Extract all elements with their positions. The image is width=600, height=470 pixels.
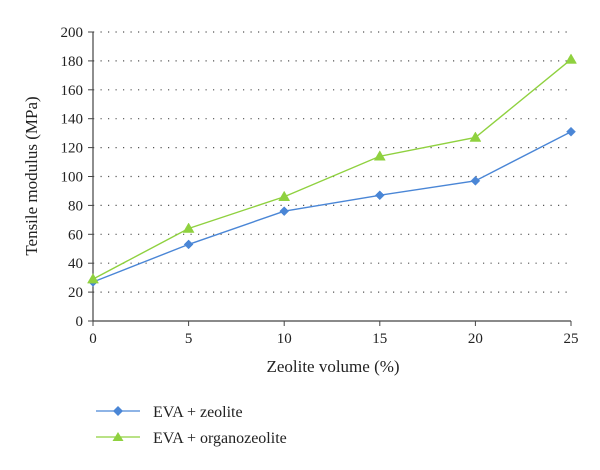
legend-entry-1: EVA + zeolite	[96, 404, 243, 421]
series-2-point	[469, 131, 482, 142]
series-2-point	[278, 190, 291, 201]
y-tick-label: 40	[68, 256, 83, 272]
legend-label-2: EVA + organozeolite	[153, 430, 287, 447]
series-line-1	[92, 131, 572, 283]
y-tick-label: 100	[61, 170, 84, 186]
x-tick-label: 25	[564, 331, 579, 347]
series-1-point	[183, 239, 194, 250]
series-2-point	[182, 222, 195, 233]
series-2-point	[373, 150, 386, 161]
y-tick-label: 120	[61, 141, 84, 157]
y-tick-label: 160	[61, 83, 84, 99]
series-1-point	[470, 175, 481, 186]
axes	[88, 31, 572, 326]
series-2-point	[87, 273, 99, 284]
x-tick-label: 20	[468, 331, 483, 347]
legend-swatch-marker-1	[113, 406, 123, 416]
x-tick-label: 10	[277, 331, 292, 347]
x-axis-title: Zeolite volume (%)	[266, 357, 399, 376]
tick-labels: 0 20 40 60 80 100 120 140 160 180 200 0 5 10 15 20 25	[61, 25, 579, 347]
y-tick-label: 140	[61, 112, 84, 128]
series-2-point	[565, 53, 577, 64]
series-1-point	[566, 126, 576, 137]
y-tick-label: 180	[61, 54, 84, 70]
series-1-point	[279, 206, 290, 217]
y-axis-title: Tensile modulus (MPa)	[22, 96, 41, 255]
x-tick-label: 15	[372, 331, 387, 347]
legend: EVA + zeolite EVA + organozeolite	[96, 404, 287, 447]
series-line-2	[92, 58, 572, 280]
y-tick-label: 20	[68, 285, 83, 301]
y-tick-label: 60	[68, 227, 83, 243]
series-lines	[87, 53, 577, 287]
grid-lines	[93, 31, 571, 293]
legend-entry-2: EVA + organozeolite	[96, 430, 287, 447]
x-tick-label: 0	[89, 331, 97, 347]
legend-label-1: EVA + zeolite	[153, 404, 243, 421]
series-1-point	[374, 190, 385, 201]
legend-swatch-marker-2	[112, 432, 124, 441]
y-tick-label: 200	[61, 25, 84, 41]
y-tick-label: 80	[68, 198, 83, 214]
x-tick-label: 5	[185, 331, 193, 347]
y-tick-label: 0	[76, 314, 84, 330]
